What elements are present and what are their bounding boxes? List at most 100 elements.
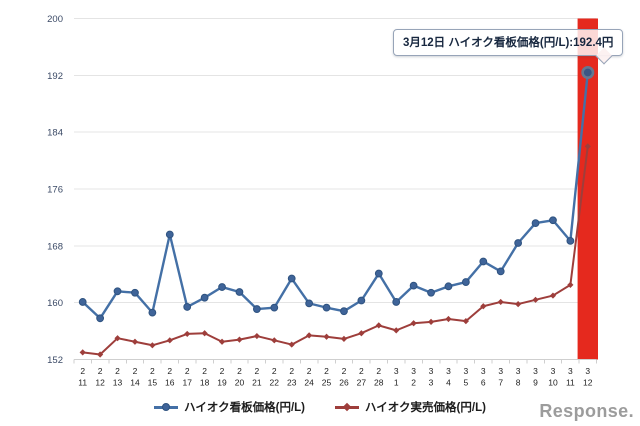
legend-label-signboard-price: ハイオク看板価格(円/L) xyxy=(184,402,305,414)
data-point-actual[interactable] xyxy=(410,320,417,327)
data-point-signboard[interactable] xyxy=(340,307,348,316)
data-point-signboard[interactable] xyxy=(479,257,488,266)
x-tick-label-month: 2 xyxy=(167,366,172,376)
data-point-signboard[interactable] xyxy=(444,282,453,291)
data-point-actual[interactable] xyxy=(549,292,557,299)
data-point-actual[interactable] xyxy=(375,322,382,329)
data-point-signboard[interactable] xyxy=(78,298,87,306)
x-tick-label-month: 2 xyxy=(220,366,225,376)
x-tick-label-day: 5 xyxy=(464,378,469,388)
data-point-actual[interactable] xyxy=(306,332,313,339)
x-tick-label-month: 2 xyxy=(359,366,364,376)
chart-legend: ハイオク看板価格(円/L) ハイオク実売価格(円/L) xyxy=(0,398,640,416)
x-tick-label-month: 2 xyxy=(324,366,329,376)
x-tick-label-day: 7 xyxy=(498,378,503,388)
x-tick-label-day: 16 xyxy=(165,378,175,388)
data-point-actual[interactable] xyxy=(114,335,121,342)
x-tick-label-day: 9 xyxy=(533,378,538,388)
x-tick-label-month: 2 xyxy=(185,366,190,376)
data-point-signboard[interactable] xyxy=(252,305,261,313)
data-point-actual[interactable] xyxy=(393,327,400,334)
data-point-actual[interactable] xyxy=(340,335,348,342)
legend-item-signboard-price[interactable]: ハイオク看板価格(円/L) xyxy=(154,399,305,415)
data-point-signboard[interactable] xyxy=(496,267,505,276)
x-tick-label-day: 3 xyxy=(429,378,434,388)
data-point-actual[interactable] xyxy=(358,330,365,337)
data-point-actual[interactable] xyxy=(497,298,504,306)
legend-label-actual-price: ハイオク実売価格(円/L) xyxy=(365,402,486,414)
x-tick-label-month: 2 xyxy=(98,366,103,376)
data-point-signboard[interactable] xyxy=(374,269,383,278)
data-point-signboard[interactable] xyxy=(322,303,331,312)
data-point-signboard[interactable] xyxy=(270,303,279,312)
y-tick-label: 168 xyxy=(47,241,63,252)
x-tick-label-day: 25 xyxy=(322,378,332,388)
x-tick-label-day: 26 xyxy=(339,378,349,388)
x-tick-label-month: 3 xyxy=(551,366,556,376)
data-point-actual[interactable] xyxy=(532,296,539,303)
data-point-signboard[interactable] xyxy=(566,236,575,245)
data-point-actual[interactable] xyxy=(288,341,295,348)
data-point-signboard[interactable] xyxy=(409,281,418,290)
data-point-signboard[interactable] xyxy=(183,303,192,311)
data-point-signboard[interactable] xyxy=(287,274,296,283)
x-tick-label-month: 2 xyxy=(115,366,120,376)
data-point-signboard[interactable] xyxy=(165,230,174,239)
data-point-actual[interactable] xyxy=(480,303,487,310)
x-tick-label-day: 11 xyxy=(566,378,575,388)
x-tick-label-day: 8 xyxy=(516,378,521,388)
data-point-actual[interactable] xyxy=(445,315,452,323)
data-point-signboard[interactable] xyxy=(305,299,314,308)
data-point-actual[interactable] xyxy=(166,337,173,344)
data-point-signboard[interactable] xyxy=(235,288,244,296)
legend-circle-marker-icon xyxy=(154,402,179,412)
data-point-signboard[interactable] xyxy=(96,314,105,323)
data-point-signboard-selected[interactable] xyxy=(581,65,595,79)
data-point-signboard[interactable] xyxy=(514,239,523,247)
data-point-actual[interactable] xyxy=(131,338,139,345)
data-point-actual[interactable] xyxy=(427,318,435,325)
x-tick-label-month: 2 xyxy=(376,366,381,376)
data-point-actual[interactable] xyxy=(271,337,278,344)
data-point-signboard[interactable] xyxy=(427,288,435,297)
data-point-actual[interactable] xyxy=(201,330,208,337)
x-tick-label-day: 6 xyxy=(481,378,486,388)
x-tick-label-month: 2 xyxy=(202,366,207,376)
data-point-actual[interactable] xyxy=(218,338,226,345)
legend-item-actual-price[interactable]: ハイオク実売価格(円/L) xyxy=(335,399,486,415)
data-point-signboard[interactable] xyxy=(461,278,470,286)
y-tick-label: 184 xyxy=(47,128,63,139)
data-point-signboard[interactable] xyxy=(113,287,122,296)
y-tick-label: 160 xyxy=(47,298,63,309)
data-point-actual[interactable] xyxy=(97,351,104,358)
data-point-actual[interactable] xyxy=(515,300,522,308)
data-point-actual[interactable] xyxy=(79,349,86,356)
x-tick-label-day: 4 xyxy=(446,378,451,388)
data-point-signboard[interactable] xyxy=(148,308,157,317)
data-point-signboard[interactable] xyxy=(392,298,401,306)
data-point-actual[interactable] xyxy=(323,333,330,340)
data-point-signboard[interactable] xyxy=(131,288,139,297)
x-tick-label-month: 2 xyxy=(342,366,347,376)
data-point-signboard[interactable] xyxy=(200,293,209,302)
x-tick-label-day: 27 xyxy=(357,378,367,388)
data-point-actual[interactable] xyxy=(253,332,260,340)
chart-tooltip: 3月12日 ハイオク看板価格(円/L):192.4円 xyxy=(393,29,624,64)
x-tick-label-day: 15 xyxy=(148,378,158,388)
data-point-actual[interactable] xyxy=(462,318,469,325)
x-tick-label-day: 21 xyxy=(252,378,262,388)
data-point-actual[interactable] xyxy=(236,336,243,343)
data-point-signboard[interactable] xyxy=(531,219,540,228)
x-tick-label-month: 3 xyxy=(429,366,434,376)
data-point-actual[interactable] xyxy=(184,330,191,338)
data-point-actual[interactable] xyxy=(567,281,574,289)
data-point-signboard[interactable] xyxy=(218,283,226,291)
data-point-actual[interactable] xyxy=(584,143,591,150)
data-point-signboard[interactable] xyxy=(357,296,366,305)
data-point-actual[interactable] xyxy=(149,342,156,349)
x-tick-label-day: 10 xyxy=(548,378,558,388)
data-point-signboard[interactable] xyxy=(549,216,557,225)
highlight-band[interactable] xyxy=(577,18,598,360)
